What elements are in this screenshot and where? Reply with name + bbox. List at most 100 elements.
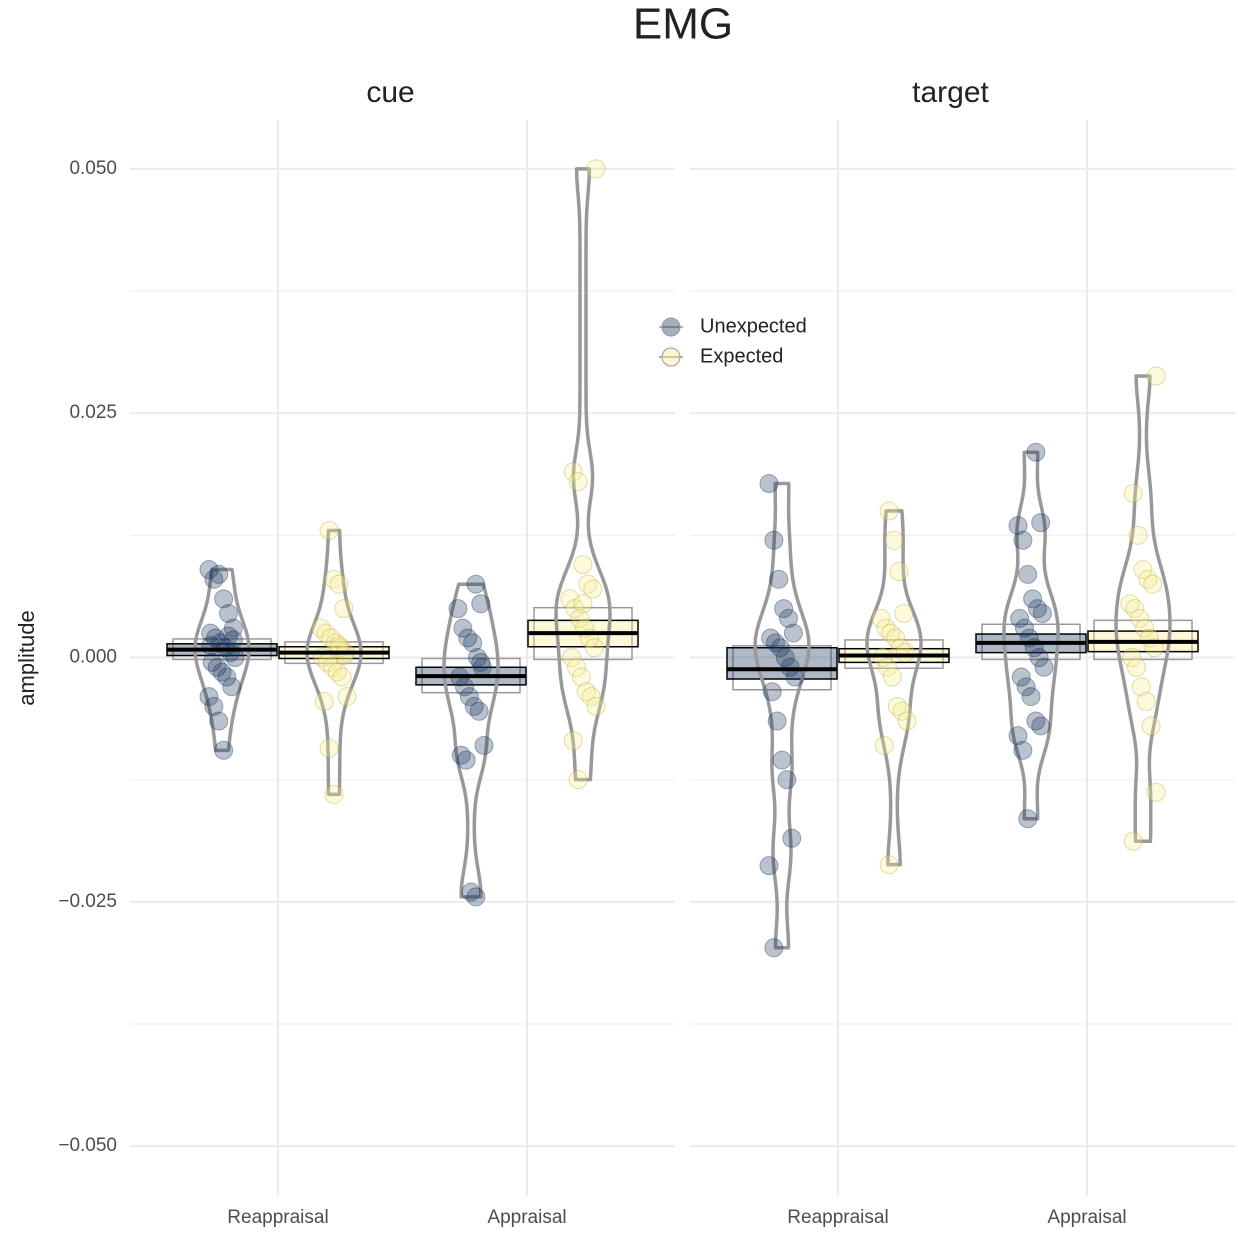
point: [874, 735, 894, 755]
point: [1034, 657, 1054, 677]
point: [466, 887, 486, 907]
point: [576, 682, 596, 702]
point: [201, 636, 221, 656]
point: [762, 682, 782, 702]
point: [199, 687, 219, 707]
point: [563, 462, 583, 482]
y-tick-label: −0.050: [58, 1135, 117, 1156]
point: [562, 648, 582, 667]
point: [1131, 677, 1151, 697]
point: [214, 740, 234, 760]
point: [199, 560, 219, 580]
point: [1135, 618, 1155, 638]
point: [772, 750, 792, 770]
point: [201, 623, 221, 643]
point: [1122, 648, 1142, 667]
point: [1023, 589, 1043, 609]
violin: [865, 509, 923, 867]
point: [206, 628, 225, 648]
point: [204, 696, 224, 716]
point: [1123, 831, 1143, 851]
point: [202, 652, 222, 672]
point: [334, 599, 354, 619]
violin: [554, 167, 612, 782]
point: [759, 474, 779, 494]
point: [461, 882, 481, 902]
point: [759, 856, 779, 876]
point: [468, 648, 487, 667]
point: [451, 745, 471, 765]
point: [456, 750, 476, 770]
point: [471, 594, 491, 614]
point: [219, 626, 238, 646]
violin: [1114, 374, 1172, 843]
x-tick-label: Appraisal: [1047, 1207, 1126, 1228]
point: [563, 731, 583, 751]
point: [894, 604, 914, 624]
point: [217, 667, 237, 687]
point: [1032, 604, 1052, 624]
point: [1013, 530, 1033, 550]
point: [1123, 483, 1143, 503]
point: [887, 696, 907, 716]
point: [1021, 687, 1041, 707]
point: [222, 677, 242, 697]
point: [1028, 599, 1047, 619]
point: [884, 530, 904, 550]
point: [459, 687, 479, 707]
point: [474, 735, 494, 755]
point: [1026, 442, 1046, 462]
point: [223, 630, 243, 650]
point: [1029, 648, 1049, 667]
point: [879, 501, 899, 521]
point: [464, 696, 484, 716]
point: [329, 636, 349, 656]
point: [319, 520, 339, 540]
y-tick-label: 0.050: [69, 158, 117, 179]
violin: [193, 567, 251, 753]
violin: [753, 481, 811, 950]
point: [767, 711, 787, 731]
point: [1125, 599, 1145, 619]
x-tick-label: Appraisal: [487, 1207, 566, 1228]
point: [1141, 716, 1161, 736]
point: [774, 599, 794, 619]
point: [871, 608, 891, 628]
y-tick-label: 0.000: [69, 647, 117, 668]
point: [223, 618, 243, 638]
point: [586, 696, 606, 716]
point: [892, 701, 912, 721]
point: [458, 628, 478, 648]
x-tick-label: Reappraisal: [227, 1207, 328, 1228]
point: [204, 569, 224, 589]
point: [219, 604, 238, 624]
point: [565, 599, 585, 619]
point: [1130, 608, 1150, 628]
point: [1031, 513, 1051, 533]
violin: [442, 582, 500, 899]
point: [1015, 618, 1034, 638]
point: [568, 770, 588, 790]
point: [879, 855, 899, 875]
point: [1138, 569, 1158, 589]
point: [1120, 594, 1140, 614]
point: [1008, 516, 1028, 536]
point: [1146, 782, 1166, 802]
point: [1133, 560, 1153, 580]
y-tick-label: 0.025: [69, 402, 117, 423]
point: [209, 564, 229, 584]
point: [775, 648, 795, 667]
point: [783, 623, 803, 643]
legend-key: [661, 347, 681, 367]
point: [882, 667, 902, 687]
point: [1136, 691, 1156, 711]
point: [571, 667, 591, 687]
point: [212, 662, 232, 682]
legend-key: [661, 317, 681, 337]
y-tick-label: −0.025: [58, 891, 117, 912]
point: [1146, 366, 1166, 386]
inner-band: [726, 646, 838, 680]
point: [881, 623, 901, 643]
point: [876, 618, 896, 638]
